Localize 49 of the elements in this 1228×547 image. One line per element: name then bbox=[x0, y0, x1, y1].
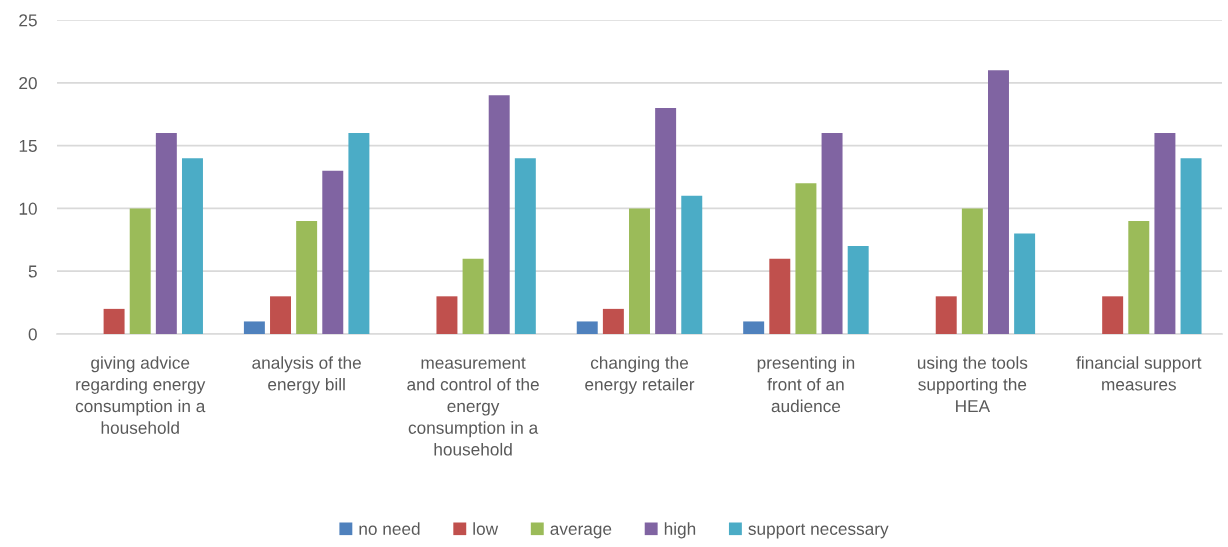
bar bbox=[1102, 296, 1124, 334]
legend-label: support necessary bbox=[748, 523, 889, 539]
bar bbox=[655, 107, 677, 334]
bar bbox=[988, 70, 1009, 334]
y-tick-label: 15 bbox=[19, 139, 37, 153]
bar bbox=[961, 208, 983, 334]
bar bbox=[681, 195, 703, 334]
y-tick-label: 25 bbox=[19, 14, 37, 27]
y-tick-label: 0 bbox=[28, 328, 37, 341]
bar bbox=[769, 258, 791, 334]
bar bbox=[348, 133, 370, 334]
bar bbox=[270, 296, 291, 334]
x-tick-label: presenting in front of an audience bbox=[757, 356, 855, 413]
x-tick-label: changing the energy retailer bbox=[585, 356, 695, 394]
bar bbox=[462, 258, 484, 334]
bar bbox=[436, 296, 458, 334]
bar bbox=[935, 296, 957, 334]
x-tick-label: analysis of the energy bill bbox=[252, 356, 361, 394]
bar bbox=[821, 133, 843, 334]
bar bbox=[1128, 220, 1150, 334]
x-tick-label: using the tools supporting the HEA bbox=[917, 356, 1028, 413]
x-tick-label: giving advice regarding energy consumption in a household bbox=[75, 356, 206, 434]
bar bbox=[1180, 158, 1202, 334]
bar bbox=[243, 321, 265, 334]
bar bbox=[1014, 233, 1036, 334]
bar bbox=[322, 170, 344, 334]
y-tick-label: 10 bbox=[19, 202, 37, 215]
bar bbox=[129, 208, 151, 334]
bar bbox=[488, 95, 510, 334]
x-tick-label: financial support measures bbox=[1076, 356, 1202, 391]
bar bbox=[847, 246, 869, 334]
legend-label: low bbox=[473, 522, 499, 535]
legend-label: no need bbox=[359, 522, 420, 535]
bar bbox=[103, 308, 125, 334]
bar bbox=[1154, 133, 1176, 334]
legend-label: average bbox=[550, 525, 612, 539]
bar bbox=[155, 133, 177, 334]
bar bbox=[181, 158, 203, 334]
legend-label: high bbox=[664, 522, 696, 539]
y-tick-label: 5 bbox=[28, 265, 37, 278]
bar bbox=[795, 183, 817, 334]
y-tick-label: 20 bbox=[19, 77, 37, 90]
bar bbox=[743, 321, 765, 334]
x-tick-label: measurement and control of the energy consumption in a household bbox=[407, 357, 539, 456]
bar bbox=[629, 208, 650, 334]
bar bbox=[602, 308, 624, 334]
bar bbox=[576, 321, 598, 334]
bar bbox=[514, 158, 536, 334]
bar bbox=[296, 220, 318, 334]
